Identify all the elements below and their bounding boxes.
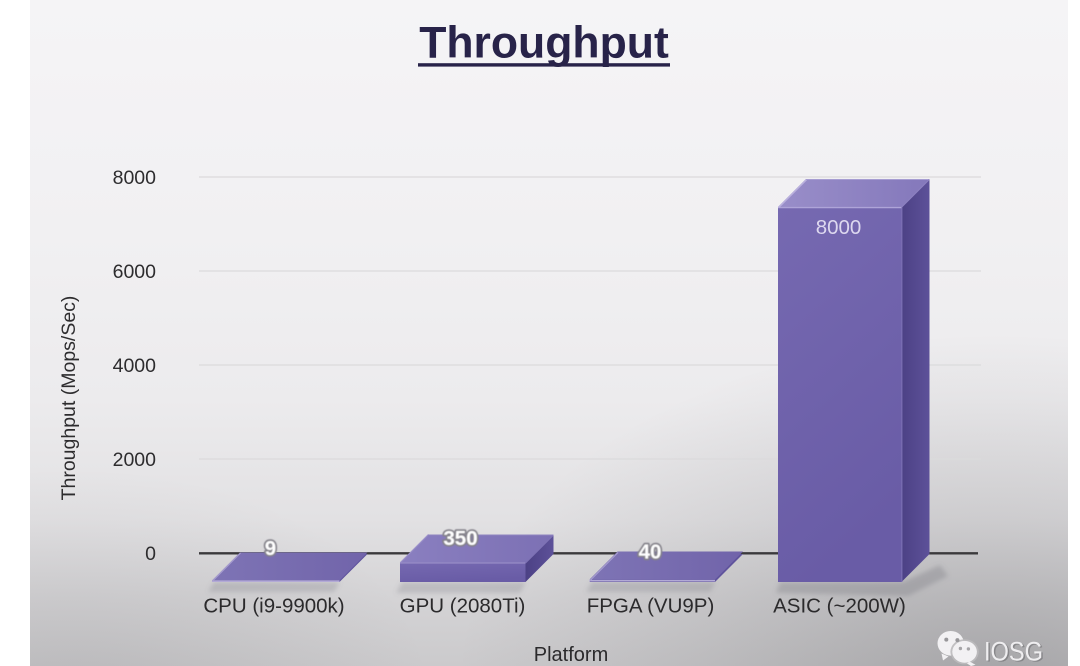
svg-text:FPGA (VU9P): FPGA (VU9P) <box>587 595 715 618</box>
svg-text:IOSG: IOSG <box>984 637 1043 666</box>
svg-text:8000: 8000 <box>816 216 862 239</box>
svg-text:0: 0 <box>145 543 156 565</box>
svg-text:IOSG: IOSG <box>986 638 1045 666</box>
svg-text:ASIC (~200W): ASIC (~200W) <box>773 595 906 618</box>
svg-text:6000: 6000 <box>113 261 157 283</box>
svg-text:2000: 2000 <box>113 449 157 471</box>
svg-text:Throughput (Mops/Sec): Throughput (Mops/Sec) <box>58 296 80 501</box>
svg-text:4000: 4000 <box>113 355 157 377</box>
svg-text:40: 40 <box>639 541 662 564</box>
svg-text:Platform: Platform <box>534 644 608 666</box>
svg-text:8000: 8000 <box>113 167 157 189</box>
svg-text:CPU (i9-9900k): CPU (i9-9900k) <box>203 595 344 618</box>
svg-text:GPU (2080Ti): GPU (2080Ti) <box>400 595 526 618</box>
svg-text:9: 9 <box>265 537 276 560</box>
svg-text:350: 350 <box>443 527 477 550</box>
svg-text:Throughput: Throughput <box>419 19 669 68</box>
